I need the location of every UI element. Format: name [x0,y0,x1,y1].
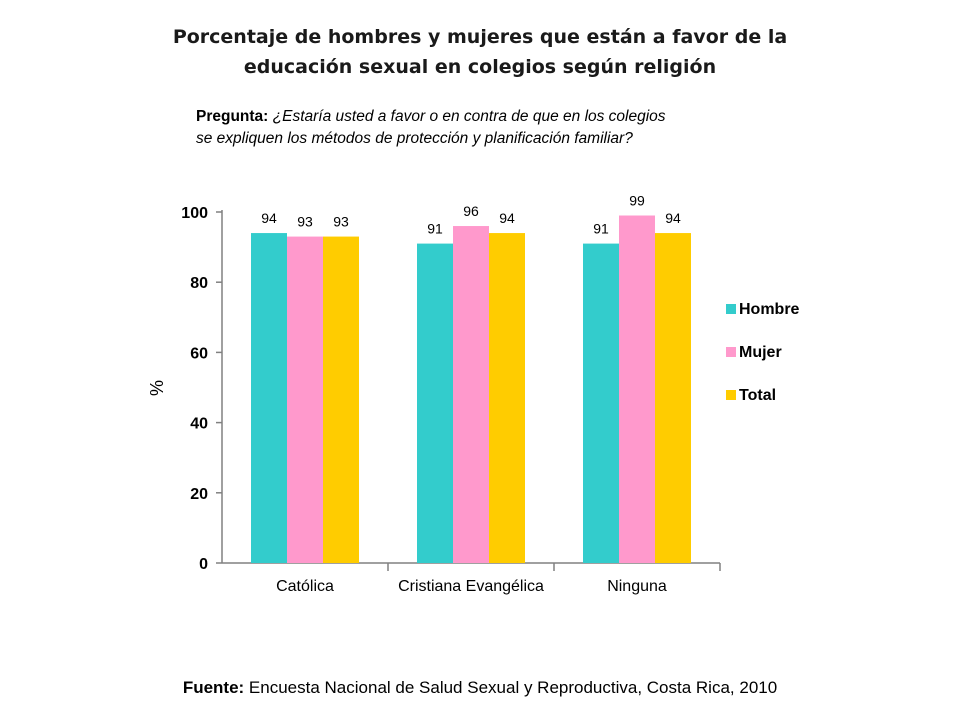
question-label: Pregunta: [196,108,269,125]
question-text-line-2: se expliquen los métodos de protección y… [196,130,633,147]
question-text-line-1: ¿Estaría usted a favor o en contra de qu… [268,108,666,125]
data-label: 94 [665,210,681,226]
legend-swatch-hombre [726,304,736,314]
bar-mujer [287,236,323,563]
y-tick-label: 0 [199,556,208,573]
data-label: 94 [499,210,515,226]
y-tick-label: 100 [181,205,208,222]
data-label: 91 [427,221,443,237]
bar-total [323,236,359,563]
bar-hombre [417,243,453,563]
bar-mujer [619,215,655,563]
y-tick-label: 60 [190,345,208,362]
data-label: 91 [593,221,609,237]
chart-title: Porcentaje de hombres y mujeres que está… [0,22,960,82]
data-label: 99 [629,193,645,209]
data-label: 96 [463,203,479,219]
question-line-2: se expliquen los métodos de protección y… [196,128,796,150]
y-tick-label: 80 [190,275,208,292]
bar-hombre [583,243,619,563]
bar-total [489,233,525,563]
bar-total [655,233,691,563]
question-line-1: Pregunta: ¿Estaría usted a favor o en co… [196,106,796,128]
legend-entry-total: Total [739,387,776,404]
source-label: Fuente: [182,678,245,697]
y-tick-label: 20 [190,486,208,503]
y-axis-label: % [147,380,167,396]
chart-title-line-2: educación sexual en colegios según relig… [243,56,717,78]
source-note: Fuente: Encuesta Nacional de Salud Sexua… [0,678,960,698]
legend-entry-mujer: Mujer [739,344,782,361]
data-label: 94 [261,210,277,226]
legend-entry-hombre: Hombre [739,301,800,318]
question-text: Pregunta: ¿Estaría usted a favor o en co… [196,106,796,150]
x-tick-label: Católica [276,578,334,595]
legend-swatch-mujer [726,347,736,357]
bar-mujer [453,226,489,564]
chart-title-line-1: Porcentaje de hombres y mujeres que está… [172,26,788,48]
data-label: 93 [333,214,349,230]
x-tick-label: Ninguna [607,578,667,595]
data-label: 93 [297,214,313,230]
legend-swatch-total [726,390,736,400]
y-tick-label: 40 [190,416,208,433]
bar-hombre [251,233,287,563]
source-text: Encuesta Nacional de Salud Sexual y Repr… [244,678,778,697]
x-tick-label: Cristiana Evangélica [398,578,544,595]
